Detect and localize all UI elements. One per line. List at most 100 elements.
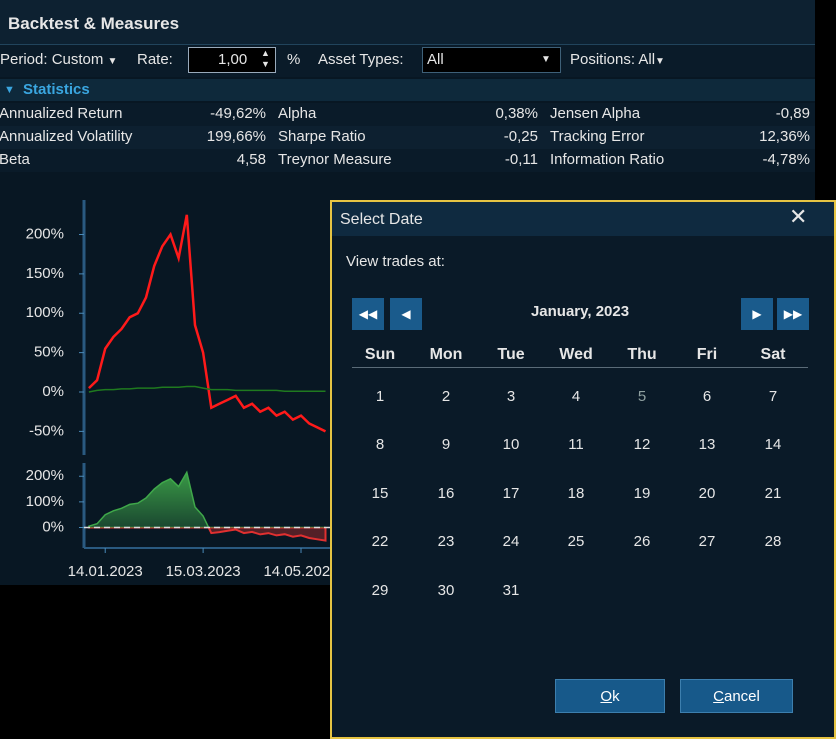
select-date-dialog <box>330 200 836 739</box>
stat-row <box>0 103 815 126</box>
day[interactable]: 14 <box>764 436 782 453</box>
weekday: Mon <box>429 346 463 363</box>
panel-title: Backtest & Measures <box>8 14 180 33</box>
day[interactable]: 27 <box>698 533 716 550</box>
stat-value: -49,62% <box>210 105 266 122</box>
stat-value: 199,66% <box>206 128 266 145</box>
dialog-title-bar <box>332 202 834 236</box>
asset-types-value: All <box>427 51 444 68</box>
y-tick-label: 0% <box>42 383 64 400</box>
day[interactable]: 30 <box>437 582 455 599</box>
prev-month-button[interactable]: ◀ <box>390 298 422 330</box>
rate-label: Rate: <box>137 51 173 68</box>
stat-label: Annualized Return <box>0 105 123 122</box>
rate-unit: % <box>287 51 301 68</box>
y-tick-label: 200% <box>26 225 64 242</box>
dialog-prompt: View trades at: <box>346 253 445 270</box>
y-tick-label: 100% <box>26 304 64 321</box>
day[interactable]: 29 <box>371 582 389 599</box>
day[interactable]: 9 <box>441 436 451 453</box>
weekday: Thu <box>627 346 657 363</box>
stat-value: -0,11 <box>504 151 538 168</box>
next-month-button[interactable]: ▶ <box>741 298 773 330</box>
prev-year-button[interactable]: ◀◀ <box>352 298 384 330</box>
day[interactable]: 20 <box>698 485 716 502</box>
day[interactable]: 11 <box>568 436 584 453</box>
day[interactable]: 12 <box>633 436 651 453</box>
x-tick-label: 14.05.2023 <box>263 563 338 580</box>
weekday: Sat <box>760 346 786 363</box>
day[interactable]: 15 <box>371 485 389 502</box>
stat-row <box>0 126 815 149</box>
day[interactable]: 1 <box>375 388 385 405</box>
stat-label: Information Ratio <box>550 151 665 168</box>
weekday: Sun <box>364 346 396 363</box>
day[interactable]: 6 <box>702 388 712 405</box>
positions-label: Positions: All <box>570 51 656 68</box>
day[interactable]: 7 <box>768 388 778 405</box>
weekday: Tue <box>497 346 525 363</box>
day[interactable]: 24 <box>502 533 520 550</box>
weekday: Fri <box>696 346 718 363</box>
day[interactable]: 8 <box>375 436 385 453</box>
y-tick-label: 150% <box>26 265 64 282</box>
month-label: January, 2023 <box>530 303 630 320</box>
stat-label: Alpha <box>278 105 317 122</box>
dialog-title: Select Date <box>340 211 423 228</box>
x-tick-label: 15.03.2023 <box>166 563 241 580</box>
day[interactable]: 25 <box>567 533 585 550</box>
ok-button[interactable]: Ok <box>555 679 665 713</box>
cancel-button[interactable]: Cancel <box>680 679 793 713</box>
y-tick-label: -50% <box>29 422 64 439</box>
day[interactable]: 19 <box>633 485 651 502</box>
stat-value: -0,89 <box>775 105 810 122</box>
statistics-title: Statistics <box>23 81 90 98</box>
close-button[interactable]: ✕ <box>789 204 808 229</box>
rate-value: 1,00 <box>218 51 248 68</box>
day[interactable]: 23 <box>437 533 455 550</box>
day[interactable]: 17 <box>502 485 520 502</box>
stat-label: Jensen Alpha <box>550 105 641 122</box>
stat-row <box>0 149 815 172</box>
day[interactable]: 26 <box>633 533 651 550</box>
period-label: Period: Custom <box>0 51 104 68</box>
weekday-separator <box>352 367 808 368</box>
y-tick-label: 100% <box>26 493 64 510</box>
statistics-header[interactable] <box>0 79 815 101</box>
stat-value: -0,25 <box>503 128 538 145</box>
y-tick-label: 200% <box>26 467 64 484</box>
period-dropdown[interactable]: Period: Custom ▼ <box>0 50 117 72</box>
collapse-arrow: ▼ <box>4 84 15 96</box>
rate-spinner[interactable]: ▲ ▼ <box>261 48 270 69</box>
day[interactable]: 10 <box>502 436 520 453</box>
rate-input[interactable] <box>188 47 276 73</box>
line-series <box>88 385 326 393</box>
dropdown-arrow: ▼ <box>655 56 665 67</box>
dropdown-arrow: ▼ <box>107 56 118 67</box>
y-tick-label: 0% <box>42 518 64 535</box>
day[interactable]: 16 <box>437 485 455 502</box>
stat-value: 12,36% <box>759 128 810 145</box>
day[interactable]: 31 <box>502 582 520 599</box>
positions-dropdown[interactable]: Positions: All▼ <box>570 50 665 72</box>
line-series <box>88 214 327 433</box>
day[interactable]: 21 <box>764 485 782 502</box>
day[interactable]: 28 <box>764 533 782 550</box>
next-year-button[interactable]: ▶▶ <box>777 298 809 330</box>
stat-label: Beta <box>0 151 30 168</box>
day[interactable]: 3 <box>506 388 516 405</box>
day[interactable]: 4 <box>571 388 581 405</box>
stat-label: Tracking Error <box>550 128 645 145</box>
day[interactable]: 22 <box>371 533 389 550</box>
weekday: Wed <box>559 346 593 363</box>
select-arrow: ▼ <box>541 54 551 65</box>
asset-types-label: Asset Types: <box>318 51 404 68</box>
day[interactable]: 2 <box>441 388 451 405</box>
stat-value: -4,78% <box>762 151 810 168</box>
day[interactable]: 18 <box>567 485 585 502</box>
day[interactable]: 5 <box>637 388 647 405</box>
asset-types-select[interactable] <box>422 47 561 73</box>
toolbar <box>0 45 815 77</box>
negative-area <box>87 527 327 542</box>
day[interactable]: 13 <box>698 436 716 453</box>
